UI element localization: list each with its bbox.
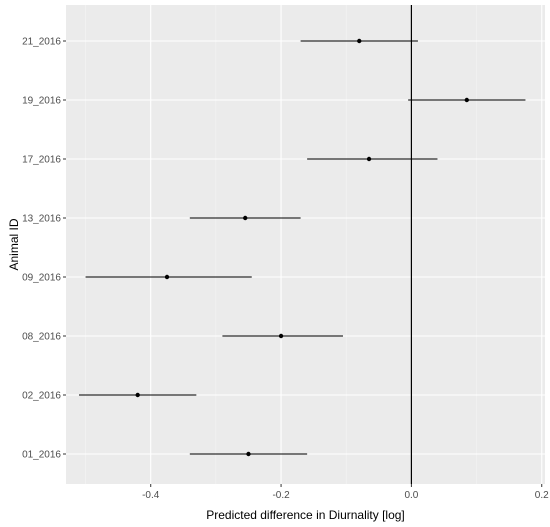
- x-tick-label: -0.2: [272, 490, 290, 501]
- minor-gridlines: [85, 5, 477, 484]
- y-tick-label: 01_2016: [22, 450, 61, 461]
- y-tick-label: 02_2016: [22, 391, 61, 402]
- y-tick-label: 17_2016: [22, 155, 61, 166]
- y-axis-title: Animal ID: [7, 218, 21, 270]
- y-axis: 01_2016 02_2016 08_2016 09_2016 13_2016 17_20…: [22, 37, 66, 461]
- estimate-point-17_2016: [366, 156, 372, 162]
- x-tick-label: -0.4: [142, 490, 160, 501]
- estimate-point-13_2016: [243, 215, 248, 221]
- estimate-point-19_2016: [464, 97, 469, 103]
- y-tick-label: 13_2016: [22, 214, 61, 225]
- x-axis: -0.4 -0.2 0.0 0.2: [142, 484, 549, 501]
- x-axis-title: Predicted difference in Diurnality [log]: [206, 508, 405, 522]
- estimate-point-01_2016: [246, 451, 251, 457]
- estimate-point-08_2016: [278, 333, 284, 339]
- x-tick-label: 0.2: [535, 490, 549, 501]
- y-tick-label: 21_2016: [22, 37, 61, 48]
- y-tick-label: 19_2016: [22, 96, 61, 107]
- estimate-points: [135, 38, 469, 457]
- x-tick-label: 0.0: [404, 490, 418, 501]
- estimate-point-02_2016: [135, 392, 140, 398]
- y-tick-label: 08_2016: [22, 332, 61, 343]
- estimate-point-09_2016: [164, 274, 170, 280]
- y-tick-label: 09_2016: [22, 273, 61, 284]
- estimate-point-21_2016: [357, 38, 362, 44]
- plot-panel: [66, 5, 545, 484]
